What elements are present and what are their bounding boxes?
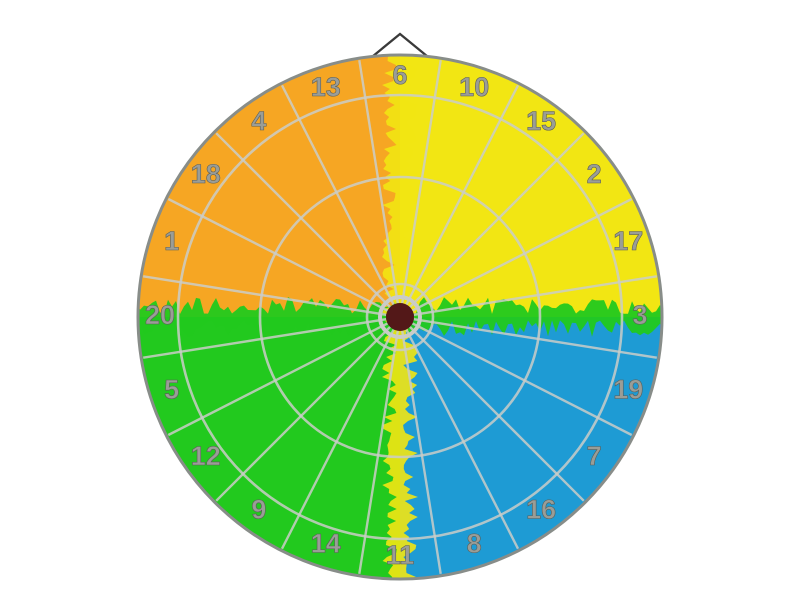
svg-text:17: 17: [613, 226, 643, 256]
svg-text:5: 5: [164, 374, 179, 404]
svg-text:4: 4: [251, 106, 266, 136]
svg-text:6: 6: [392, 60, 407, 90]
svg-text:18: 18: [191, 159, 221, 189]
svg-text:14: 14: [311, 528, 341, 558]
svg-text:10: 10: [459, 72, 489, 102]
svg-text:11: 11: [386, 540, 415, 570]
svg-text:15: 15: [526, 106, 556, 136]
svg-text:16: 16: [526, 494, 556, 524]
svg-text:8: 8: [467, 528, 482, 558]
svg-text:20: 20: [145, 300, 175, 330]
svg-text:1: 1: [164, 226, 179, 256]
svg-text:3: 3: [632, 300, 647, 330]
svg-text:12: 12: [191, 441, 221, 471]
svg-text:13: 13: [311, 72, 341, 102]
svg-text:9: 9: [251, 494, 266, 524]
svg-text:2: 2: [587, 159, 602, 189]
svg-text:19: 19: [613, 374, 643, 404]
svg-text:7: 7: [587, 441, 602, 471]
